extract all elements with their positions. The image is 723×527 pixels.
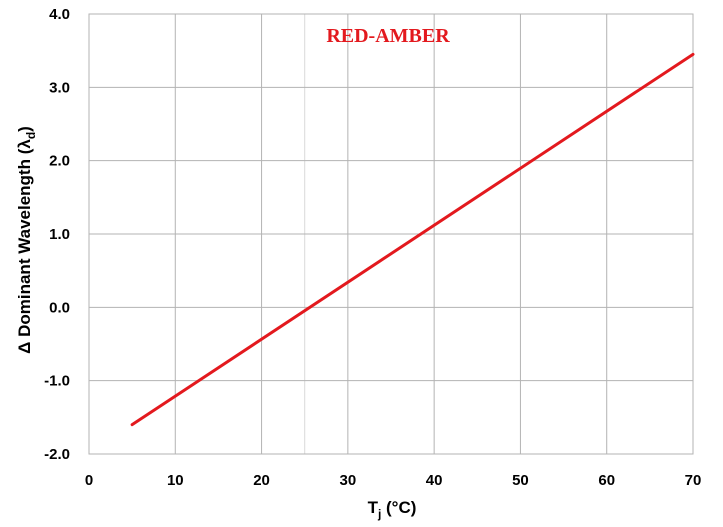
x-tick-label: 70 bbox=[685, 472, 702, 489]
y-axis-title-sub: d bbox=[24, 132, 38, 139]
x-tick-label: 20 bbox=[253, 472, 270, 489]
series-line bbox=[130, 52, 695, 427]
x-tick-label: 50 bbox=[512, 472, 529, 489]
y-tick-label: 2.0 bbox=[49, 153, 70, 170]
x-tick-label: 30 bbox=[340, 472, 357, 489]
x-tick-label: 40 bbox=[426, 472, 443, 489]
chart-title: RED-AMBER bbox=[326, 25, 450, 47]
x-axis-title-sub: j bbox=[377, 507, 381, 521]
x-axis-title-main: T bbox=[368, 498, 379, 517]
y-tick-label: 4.0 bbox=[49, 6, 70, 23]
x-axis-title: Tj (°C) bbox=[368, 498, 417, 521]
tick-labels: 0 10 20 30 40 50 60 70 -2.0 -1.0 0.0 1.0 2.0 3.0 4.0 bbox=[44, 6, 701, 489]
grid-lines bbox=[88, 13, 694, 455]
x-tick-label: 10 bbox=[167, 472, 184, 489]
series-layer bbox=[130, 52, 695, 427]
y-tick-label: 0.0 bbox=[49, 299, 70, 316]
x-tick-label: 0 bbox=[85, 472, 93, 489]
y-axis-title: Δ Dominant Wavelength (λd) bbox=[15, 126, 38, 354]
y-tick-label: 3.0 bbox=[49, 79, 70, 96]
y-axis-title-close: ) bbox=[15, 126, 34, 132]
plot-frame bbox=[88, 13, 694, 455]
x-tick-label: 60 bbox=[598, 472, 615, 489]
y-tick-label: 1.0 bbox=[49, 226, 70, 243]
x-axis-title-unit: (°C) bbox=[381, 498, 416, 517]
y-axis-title-main: Δ Dominant Wavelength (λ bbox=[15, 139, 34, 354]
y-tick-label: -2.0 bbox=[44, 446, 70, 463]
y-tick-label: -1.0 bbox=[44, 373, 70, 390]
